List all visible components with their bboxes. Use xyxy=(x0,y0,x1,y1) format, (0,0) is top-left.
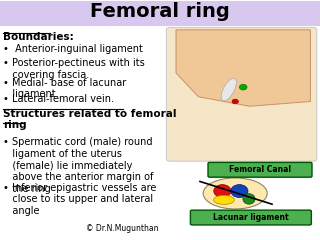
Ellipse shape xyxy=(221,78,236,101)
FancyBboxPatch shape xyxy=(208,162,312,177)
Ellipse shape xyxy=(214,195,234,204)
Text: Femoral Canal: Femoral Canal xyxy=(229,165,291,174)
Text: • Medial- base of lacunar
   ligament.: • Medial- base of lacunar ligament. xyxy=(3,78,126,99)
Ellipse shape xyxy=(243,194,255,204)
Circle shape xyxy=(232,99,238,104)
Text: Boundaries:: Boundaries: xyxy=(3,32,74,42)
Text: © Dr.N.Mugunthan: © Dr.N.Mugunthan xyxy=(86,224,159,233)
Text: Lacunar ligament: Lacunar ligament xyxy=(213,213,289,222)
Text: • Inferior epigastric vessels are
   close to its upper and lateral
   angle: • Inferior epigastric vessels are close … xyxy=(3,183,156,216)
Circle shape xyxy=(239,84,247,90)
Polygon shape xyxy=(176,30,310,106)
Circle shape xyxy=(231,185,248,198)
Text: Femoral ring: Femoral ring xyxy=(90,2,230,21)
Text: • Lateral-femoral vein.: • Lateral-femoral vein. xyxy=(3,94,114,104)
Text: Structures related to femoral
ring: Structures related to femoral ring xyxy=(3,109,177,130)
Circle shape xyxy=(214,185,231,198)
Text: •  Anterior-inguinal ligament: • Anterior-inguinal ligament xyxy=(3,44,143,54)
FancyBboxPatch shape xyxy=(166,27,317,161)
FancyBboxPatch shape xyxy=(0,1,320,26)
Ellipse shape xyxy=(203,178,267,209)
Text: • Spermatic cord (male) round
   ligament of the uterus
   (female) lie immediat: • Spermatic cord (male) round ligament o… xyxy=(3,137,154,194)
FancyBboxPatch shape xyxy=(190,210,311,225)
Text: • Posterior-pectineus with its
   covering fascia.: • Posterior-pectineus with its covering … xyxy=(3,59,145,80)
Ellipse shape xyxy=(197,37,274,85)
